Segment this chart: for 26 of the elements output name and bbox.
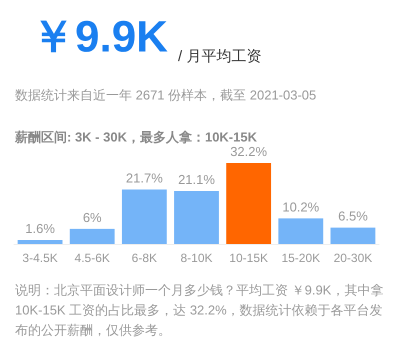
chart-subtitle: / 月平均工资: [178, 48, 262, 65]
x-tick-label: 4.5-6K: [74, 251, 110, 265]
text: 说明：北京平面设计师一个月多少钱？平均工资 ￥9.9K，其中拿 10K-15K 工资的占比最多，达 32.2%，数据统计依赖于各平台发布的公开薪酬，仅供参考。: [15, 282, 387, 338]
bar: [330, 228, 376, 244]
bar: [70, 228, 115, 244]
data-label: 1.6%: [25, 220, 56, 236]
chart-title: ￥9.9K: [31, 12, 168, 62]
data-label: 32.2%: [230, 144, 268, 160]
data-label: 6%: [82, 210, 102, 225]
x-tick-label: 8-10K: [180, 251, 213, 265]
bar: [18, 240, 62, 244]
data-label: 21.1%: [178, 172, 216, 187]
data-label: 21.7%: [126, 170, 164, 186]
data-label: 6.5%: [338, 208, 368, 224]
text: 薪酬区间: 3K - 30K，最多人拿：10K-15K: [14, 130, 258, 144]
bar: [278, 218, 324, 244]
bar: [174, 190, 219, 244]
bar: [226, 163, 272, 244]
x-tick-label: 10-15K: [229, 251, 268, 265]
x-tick-label: 20-30K: [334, 251, 372, 265]
data-label: 10.2%: [282, 199, 320, 214]
x-tick-label: 3-4.5K: [22, 251, 58, 265]
x-tick-label: 6-8K: [132, 251, 158, 265]
text: 数据统计来自近一年 2671 份样本，截至 2021-03-05: [15, 88, 316, 102]
x-tick-label: 15-20K: [281, 251, 320, 265]
bar: [122, 189, 167, 244]
